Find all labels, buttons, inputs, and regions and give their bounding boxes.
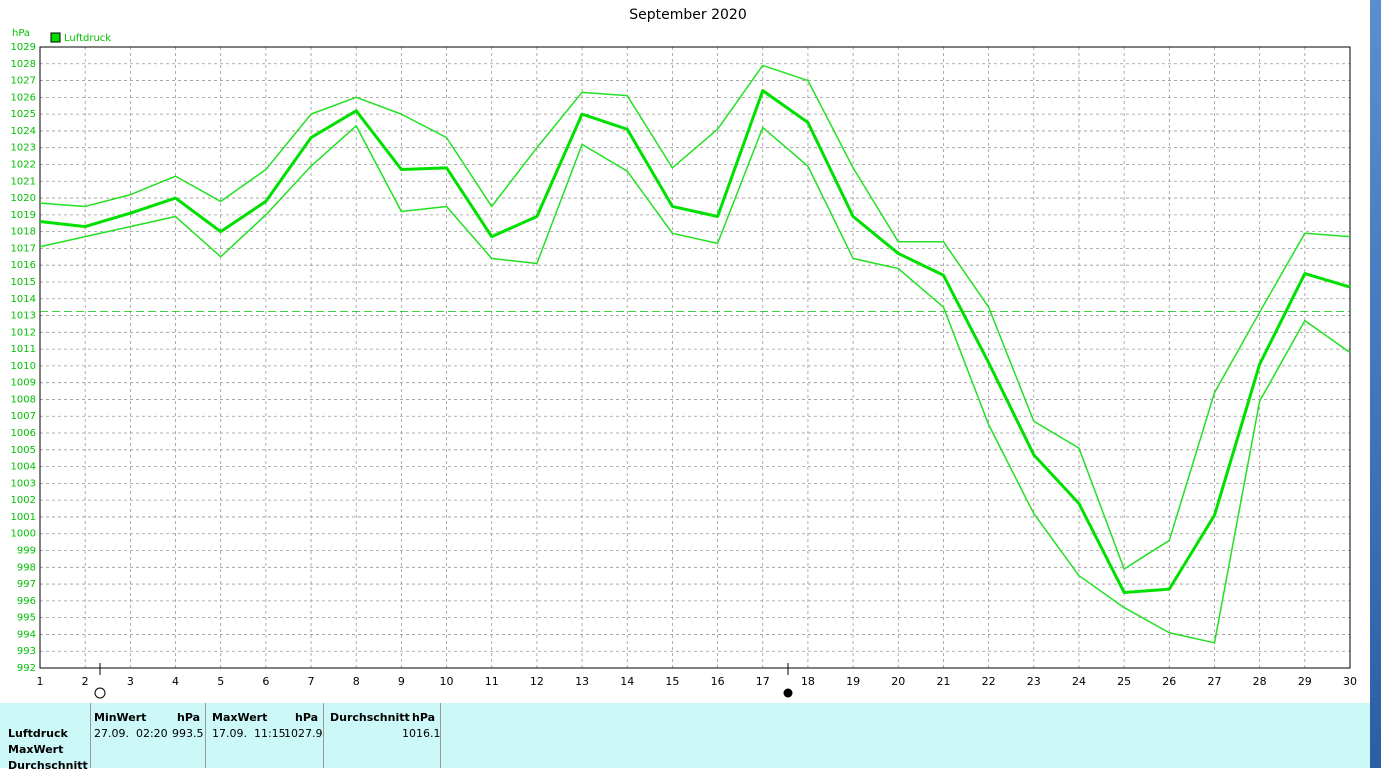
y-tick-label: 1016 — [11, 260, 36, 271]
x-tick-label: 5 — [217, 675, 224, 688]
x-tick-label: 29 — [1298, 675, 1312, 688]
y-tick-label: 999 — [17, 546, 36, 557]
y-tick-label: 1013 — [11, 311, 36, 322]
x-tick-label: 13 — [575, 675, 589, 688]
header-unit: hPa — [412, 711, 436, 724]
y-tick-label: 998 — [17, 562, 36, 573]
y-tick-label: 1008 — [11, 394, 36, 405]
x-tick-label: 22 — [982, 675, 996, 688]
row-label: Luftdruck — [8, 727, 68, 740]
x-tick-label: 30 — [1343, 675, 1357, 688]
x-tick-label: 12 — [530, 675, 544, 688]
window-edge — [1370, 0, 1381, 768]
x-tick-label: 27 — [1207, 675, 1221, 688]
header: Durchschnitt — [330, 711, 410, 724]
y-tick-label: 1007 — [11, 411, 36, 422]
x-tick-label: 6 — [262, 675, 269, 688]
series-line — [39, 89, 1351, 594]
cell: 1016.1 — [402, 727, 441, 740]
column — [205, 703, 323, 768]
x-tick-label: 15 — [665, 675, 679, 688]
y-tick-label: 1027 — [11, 76, 36, 87]
y-tick-label: 1000 — [11, 529, 36, 540]
chart-title: September 2020 — [629, 7, 746, 23]
header: MinWert — [94, 711, 147, 724]
y-tick-label: 1025 — [11, 109, 36, 120]
y-tick-label: 1026 — [11, 92, 36, 103]
y-tick-label: 994 — [17, 629, 36, 640]
y-tick-label: 1001 — [11, 512, 36, 523]
x-tick-label: 11 — [485, 675, 499, 688]
x-tick-label: 25 — [1117, 675, 1131, 688]
y-tick-label: 1003 — [11, 478, 36, 489]
cell: 17.09. 11:15 — [212, 727, 286, 740]
x-tick-label: 21 — [936, 675, 950, 688]
plot-frame — [39, 46, 1351, 669]
y-tick-label: 1029 — [11, 42, 36, 53]
max-marker — [783, 688, 793, 698]
cell: 27.09. 02:20 — [94, 727, 168, 740]
y-tick-label: 993 — [17, 646, 36, 657]
x-tick-label: 1 — [37, 675, 44, 688]
row-label: MaxWert — [8, 743, 64, 756]
y-tick-label: 996 — [17, 596, 36, 607]
header: MaxWert — [212, 711, 268, 724]
y-tick-label: 1028 — [11, 59, 36, 70]
y-tick-label: 1017 — [11, 243, 36, 254]
x-tick-label: 3 — [127, 675, 134, 688]
series-line — [39, 125, 1351, 644]
legend-label: Luftdruck — [64, 33, 111, 44]
y-tick-label: 1010 — [11, 361, 36, 372]
y-tick-label: 1002 — [11, 495, 36, 506]
y-tick-label: 1022 — [11, 159, 36, 170]
cell: 1027.9 — [284, 727, 323, 740]
x-tick-label: 24 — [1072, 675, 1086, 688]
x-tick-label: 23 — [1027, 675, 1041, 688]
y-tick-label: 1021 — [11, 176, 36, 187]
x-tick-label: 17 — [756, 675, 770, 688]
y-tick-label: 1012 — [11, 327, 36, 338]
x-tick-label: 26 — [1162, 675, 1176, 688]
y-tick-label: 1009 — [11, 378, 36, 389]
x-tick-label: 14 — [620, 675, 634, 688]
y-tick-label: 1014 — [11, 294, 36, 305]
x-tick-label: 28 — [1253, 675, 1267, 688]
y-tick-label: 1019 — [11, 210, 36, 221]
min-marker — [94, 687, 106, 699]
x-tick-label: 2 — [82, 675, 89, 688]
x-tick-label: 8 — [353, 675, 360, 688]
x-tick-label: 10 — [440, 675, 454, 688]
y-tick-label: 1005 — [11, 445, 36, 456]
y-axis-label: hPa — [12, 28, 30, 39]
series-line — [39, 64, 1351, 570]
summary-table: Luftdruck MaxWert Durchschnitt MinWert h… — [0, 703, 1370, 772]
y-tick-label: 997 — [17, 579, 36, 590]
column — [90, 703, 205, 768]
legend-swatch — [50, 32, 61, 43]
y-tick-label: 1024 — [11, 126, 36, 137]
x-tick-label: 7 — [308, 675, 315, 688]
y-tick-label: 1018 — [11, 227, 36, 238]
x-tick-label: 19 — [846, 675, 860, 688]
x-tick-label: 16 — [711, 675, 725, 688]
y-tick-label: 1006 — [11, 428, 36, 439]
chart: September 2020 hPa Luftdruck 99299399499… — [11, 7, 1357, 699]
y-tick-label: 1011 — [11, 344, 36, 355]
y-tick-label: 1004 — [11, 462, 36, 473]
y-tick-label: 992 — [17, 663, 36, 674]
header-unit: hPa — [177, 711, 201, 724]
x-tick-label: 20 — [891, 675, 905, 688]
x-tick-label: 18 — [801, 675, 815, 688]
y-tick-label: 995 — [17, 613, 36, 624]
y-tick-label: 1015 — [11, 277, 36, 288]
y-tick-label: 1023 — [11, 143, 36, 154]
x-tick-label: 9 — [398, 675, 405, 688]
header-unit: hPa — [295, 711, 319, 724]
row-label: Durchschnitt — [8, 759, 88, 772]
y-tick-label: 1020 — [11, 193, 36, 204]
column — [323, 703, 441, 768]
cell: 993.5 — [172, 727, 204, 740]
x-tick-label: 4 — [172, 675, 179, 688]
